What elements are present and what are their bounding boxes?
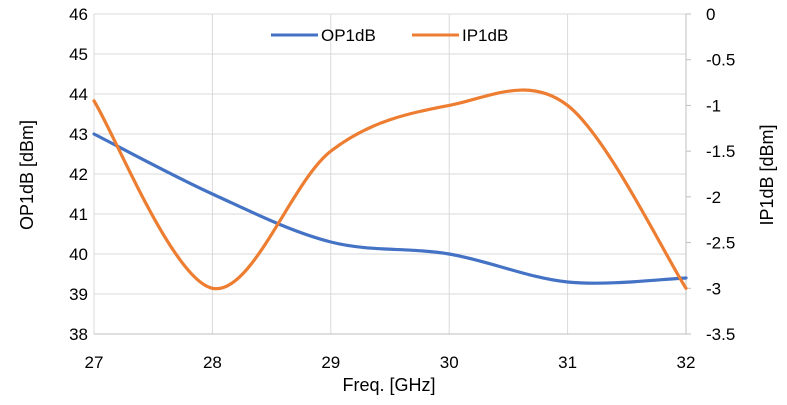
axes xyxy=(94,13,691,335)
series-line-ip1db xyxy=(92,88,688,290)
y-right-tick-label: -3.5 xyxy=(706,325,735,344)
y-left-tick-label: 43 xyxy=(69,125,88,144)
x-tick-label: 31 xyxy=(558,353,577,372)
x-tick-label: 28 xyxy=(203,353,222,372)
y-right-tick-label: -2.5 xyxy=(706,234,735,253)
series-line-op1db xyxy=(92,132,688,285)
x-axis-title: Freq. [GHz] xyxy=(342,375,435,395)
y-left-tick-label: 42 xyxy=(69,165,88,184)
y-right-tick-label: -0.5 xyxy=(706,51,735,70)
x-tick-label: 27 xyxy=(85,353,104,372)
y-right-tick-label: -3 xyxy=(706,279,721,298)
y-right-tick-label: -2 xyxy=(706,188,721,207)
legend: OP1dB IP1dB xyxy=(271,26,508,45)
horizontal-gridlines xyxy=(94,13,686,335)
x-tick-label: 32 xyxy=(677,353,696,372)
y-left-tick-label: 40 xyxy=(69,245,88,264)
tick-labels: 27 28 29 30 31 32 38 39 40 41 42 43 44 45 46 0 -0.5 -1 -1.… xyxy=(69,5,735,372)
y-right-tick-label: 0 xyxy=(706,5,715,24)
x-tick-label: 29 xyxy=(321,353,340,372)
y-left-tick-label: 38 xyxy=(69,325,88,344)
y-left-tick-label: 41 xyxy=(69,205,88,224)
y-left-tick-label: 44 xyxy=(69,85,88,104)
y-left-tick-label: 39 xyxy=(69,285,88,304)
x-tick-label: 30 xyxy=(440,353,459,372)
series-layer xyxy=(92,88,688,290)
legend-label-op1db: OP1dB xyxy=(321,26,376,45)
legend-label-ip1db: IP1dB xyxy=(462,26,508,45)
y-right-tick-label: -1.5 xyxy=(706,142,735,161)
y-left-tick-label: 45 xyxy=(69,45,88,64)
y-right-tick-label: -1 xyxy=(706,96,721,115)
y-left-axis-title: OP1dB [dBm] xyxy=(17,120,37,230)
y-right-axis-title: IP1dB [dBm] xyxy=(757,124,777,225)
y-left-tick-label: 46 xyxy=(69,5,88,24)
